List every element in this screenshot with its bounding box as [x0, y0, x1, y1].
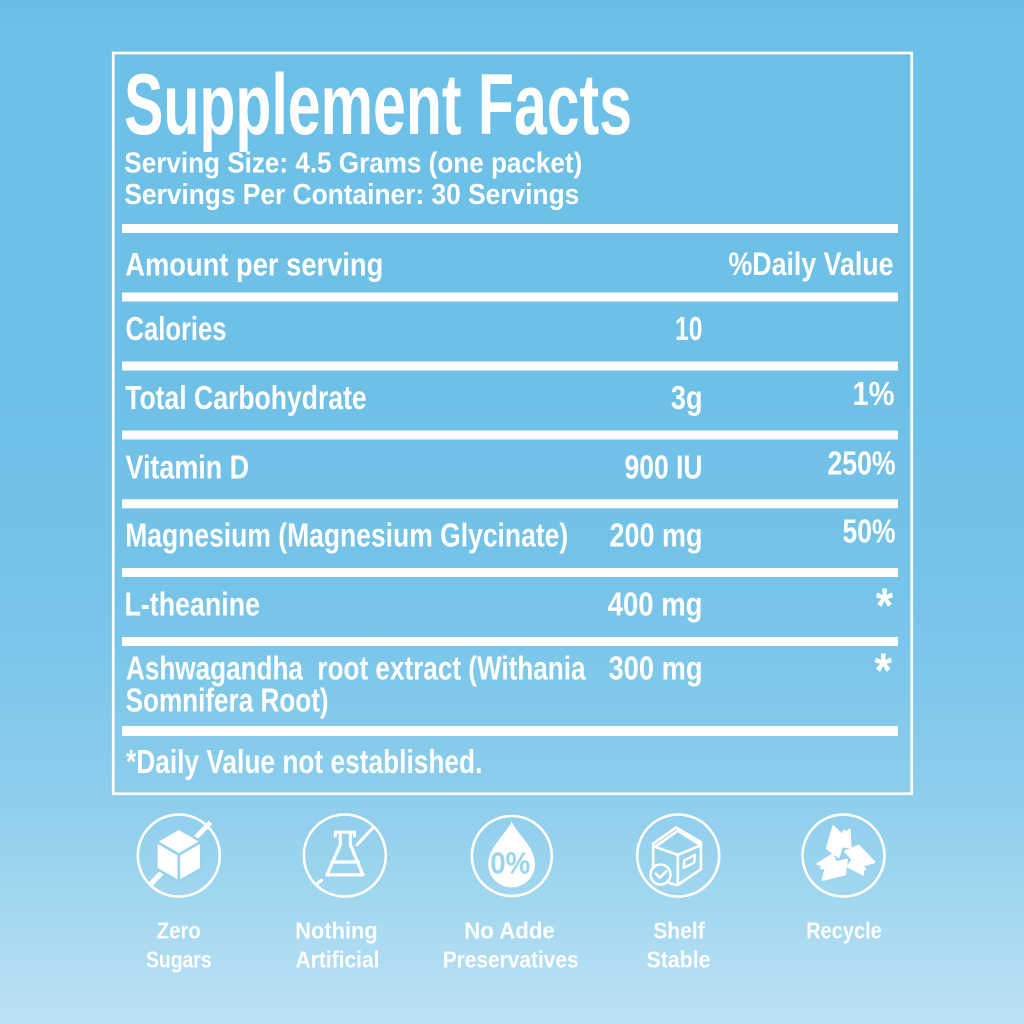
svg-text:1%: 1%	[853, 376, 895, 413]
svg-text:%Daily Value: %Daily Value	[729, 246, 894, 282]
svg-text:Supplement Facts: Supplement Facts	[124, 57, 632, 153]
svg-text:Nothing: Nothing	[295, 918, 378, 944]
svg-text:Vitamin D: Vitamin D	[126, 449, 250, 486]
svg-text:Ashwagandha root extract (Wit: Ashwagandha root extract (Withania	[126, 650, 586, 687]
svg-text:300 mg: 300 mg	[609, 650, 703, 687]
svg-text:*: *	[875, 645, 893, 699]
svg-text:Shelf: Shelf	[653, 918, 705, 944]
svg-text:Somnifera Root): Somnifera Root)	[126, 683, 329, 720]
svg-text:3g: 3g	[671, 380, 703, 417]
svg-text:Amount per serving: Amount per serving	[125, 247, 383, 283]
svg-text:Calories: Calories	[126, 311, 227, 348]
svg-text:250%: 250%	[828, 445, 896, 482]
svg-text:50%: 50%	[843, 514, 896, 551]
svg-text:Zero: Zero	[157, 918, 201, 944]
svg-text:*Daily Value not established.: *Daily Value not established.	[126, 744, 482, 781]
svg-text:400 mg: 400 mg	[608, 586, 703, 623]
svg-text:Total Carbohydrate: Total Carbohydrate	[125, 380, 367, 417]
svg-text:Artificial: Artificial	[296, 947, 380, 973]
svg-text:No Adde: No Adde	[464, 918, 555, 944]
svg-text:L-theanine: L-theanine	[125, 586, 261, 623]
svg-text:Servings Per Container: 30 Ser: Servings Per Container: 30 Servings	[124, 179, 579, 211]
svg-text:0%: 0%	[490, 846, 530, 881]
svg-text:Sugars: Sugars	[146, 947, 212, 973]
svg-text:Magnesium (Magnesium Glycinate: Magnesium (Magnesium Glycinate)	[125, 518, 568, 555]
svg-text:Recycle: Recycle	[806, 918, 882, 944]
svg-text:Stable: Stable	[647, 947, 711, 973]
svg-text:200 mg: 200 mg	[610, 518, 703, 555]
svg-text:*: *	[876, 580, 894, 634]
svg-text:900 IU: 900 IU	[625, 449, 703, 486]
svg-text:Serving Size: 4.5 Grams (one p: Serving Size: 4.5 Grams (one packet)	[124, 147, 582, 179]
svg-text:Preservatives: Preservatives	[443, 947, 579, 973]
svg-text:10: 10	[675, 311, 703, 348]
